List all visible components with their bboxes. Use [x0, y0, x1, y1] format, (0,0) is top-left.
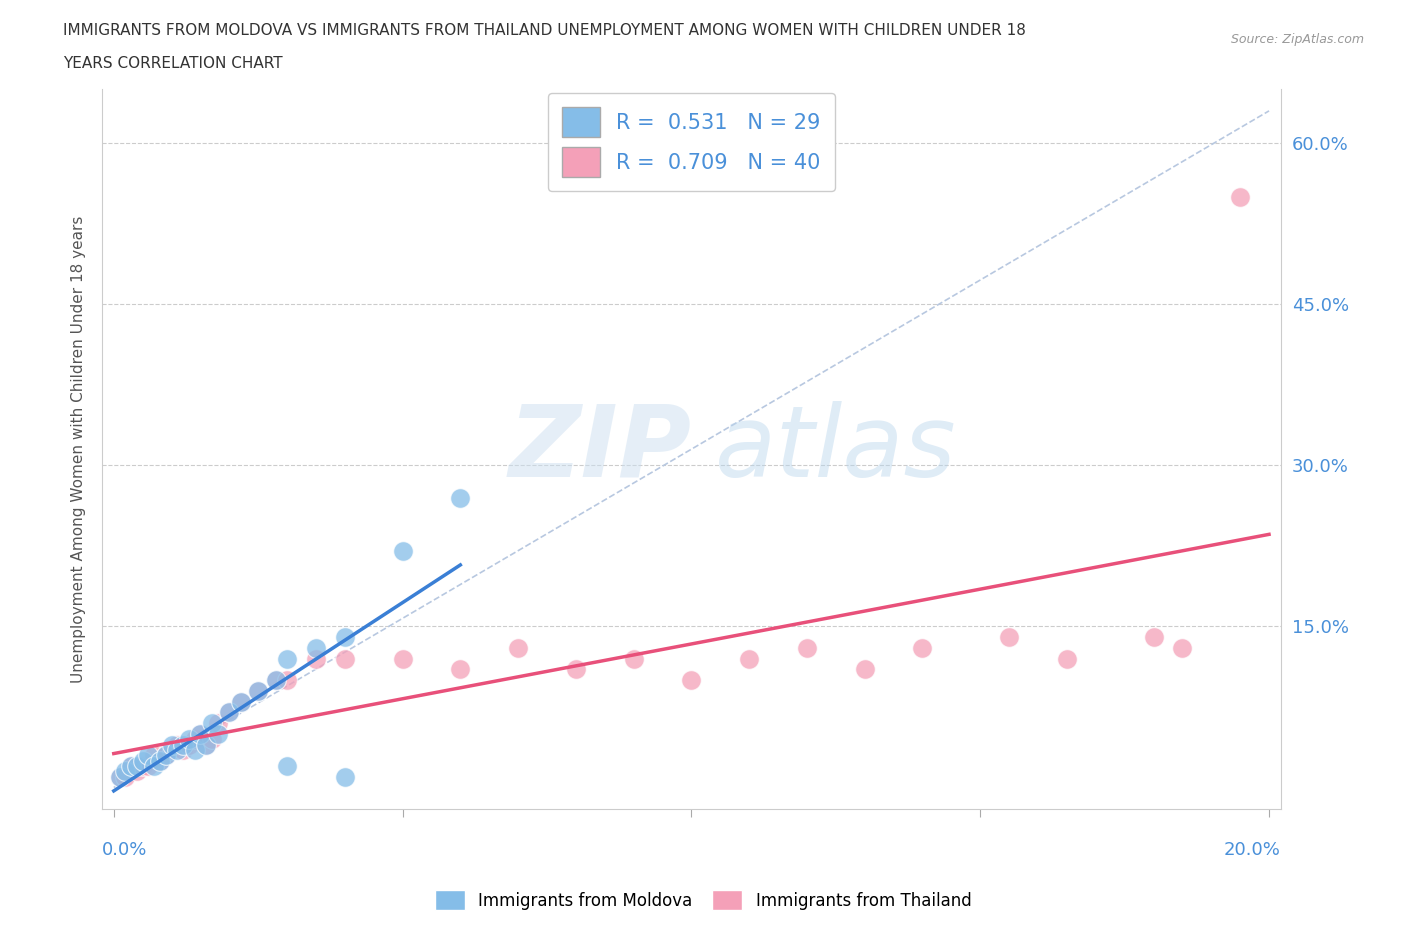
- Legend: Immigrants from Moldova, Immigrants from Thailand: Immigrants from Moldova, Immigrants from…: [427, 884, 979, 917]
- Point: [333, 630, 356, 644]
- Text: YEARS CORRELATION CHART: YEARS CORRELATION CHART: [63, 56, 283, 71]
- Point: [166, 737, 188, 752]
- Point: [1171, 641, 1194, 656]
- Point: [264, 672, 287, 687]
- Text: 20.0%: 20.0%: [1223, 842, 1281, 859]
- Point: [195, 737, 218, 752]
- Point: [155, 748, 177, 763]
- Point: [131, 759, 153, 774]
- Point: [172, 737, 194, 752]
- Point: [218, 705, 240, 720]
- Point: [195, 737, 218, 752]
- Point: [190, 726, 212, 741]
- Point: [796, 641, 818, 656]
- Point: [190, 726, 212, 741]
- Point: [114, 764, 136, 778]
- Point: [131, 753, 153, 768]
- Point: [738, 651, 761, 666]
- Point: [120, 759, 142, 774]
- Point: [1056, 651, 1078, 666]
- Point: [120, 759, 142, 774]
- Point: [149, 753, 172, 768]
- Text: 0.0%: 0.0%: [103, 842, 148, 859]
- Point: [183, 742, 205, 757]
- Point: [449, 662, 471, 677]
- Point: [125, 764, 148, 778]
- Point: [853, 662, 876, 677]
- Text: Source: ZipAtlas.com: Source: ZipAtlas.com: [1230, 33, 1364, 46]
- Point: [1142, 630, 1164, 644]
- Point: [623, 651, 645, 666]
- Point: [138, 759, 160, 774]
- Point: [333, 769, 356, 784]
- Point: [108, 769, 131, 784]
- Point: [160, 737, 183, 752]
- Point: [207, 726, 229, 741]
- Point: [177, 737, 200, 752]
- Point: [247, 684, 270, 698]
- Point: [166, 742, 188, 757]
- Point: [391, 651, 413, 666]
- Point: [1229, 190, 1251, 205]
- Y-axis label: Unemployment Among Women with Children Under 18 years: Unemployment Among Women with Children U…: [72, 216, 86, 683]
- Point: [143, 759, 166, 774]
- Point: [183, 732, 205, 747]
- Point: [565, 662, 588, 677]
- Point: [506, 641, 529, 656]
- Point: [391, 544, 413, 559]
- Point: [125, 759, 148, 774]
- Point: [143, 748, 166, 763]
- Point: [229, 694, 252, 709]
- Point: [207, 715, 229, 730]
- Point: [276, 672, 298, 687]
- Point: [138, 748, 160, 763]
- Point: [305, 641, 328, 656]
- Point: [305, 651, 328, 666]
- Point: [333, 651, 356, 666]
- Point: [114, 769, 136, 784]
- Point: [276, 651, 298, 666]
- Point: [172, 742, 194, 757]
- Point: [201, 715, 224, 730]
- Point: [149, 753, 172, 768]
- Point: [681, 672, 703, 687]
- Point: [201, 732, 224, 747]
- Point: [177, 732, 200, 747]
- Text: ZIP: ZIP: [509, 401, 692, 498]
- Point: [229, 694, 252, 709]
- Point: [449, 490, 471, 505]
- Point: [160, 742, 183, 757]
- Legend: R =  0.531   N = 29, R =  0.709   N = 40: R = 0.531 N = 29, R = 0.709 N = 40: [547, 93, 835, 192]
- Point: [155, 748, 177, 763]
- Point: [218, 705, 240, 720]
- Point: [911, 641, 934, 656]
- Point: [998, 630, 1021, 644]
- Point: [108, 769, 131, 784]
- Point: [264, 672, 287, 687]
- Text: atlas: atlas: [716, 401, 956, 498]
- Point: [247, 684, 270, 698]
- Text: IMMIGRANTS FROM MOLDOVA VS IMMIGRANTS FROM THAILAND UNEMPLOYMENT AMONG WOMEN WIT: IMMIGRANTS FROM MOLDOVA VS IMMIGRANTS FR…: [63, 23, 1026, 38]
- Point: [276, 759, 298, 774]
